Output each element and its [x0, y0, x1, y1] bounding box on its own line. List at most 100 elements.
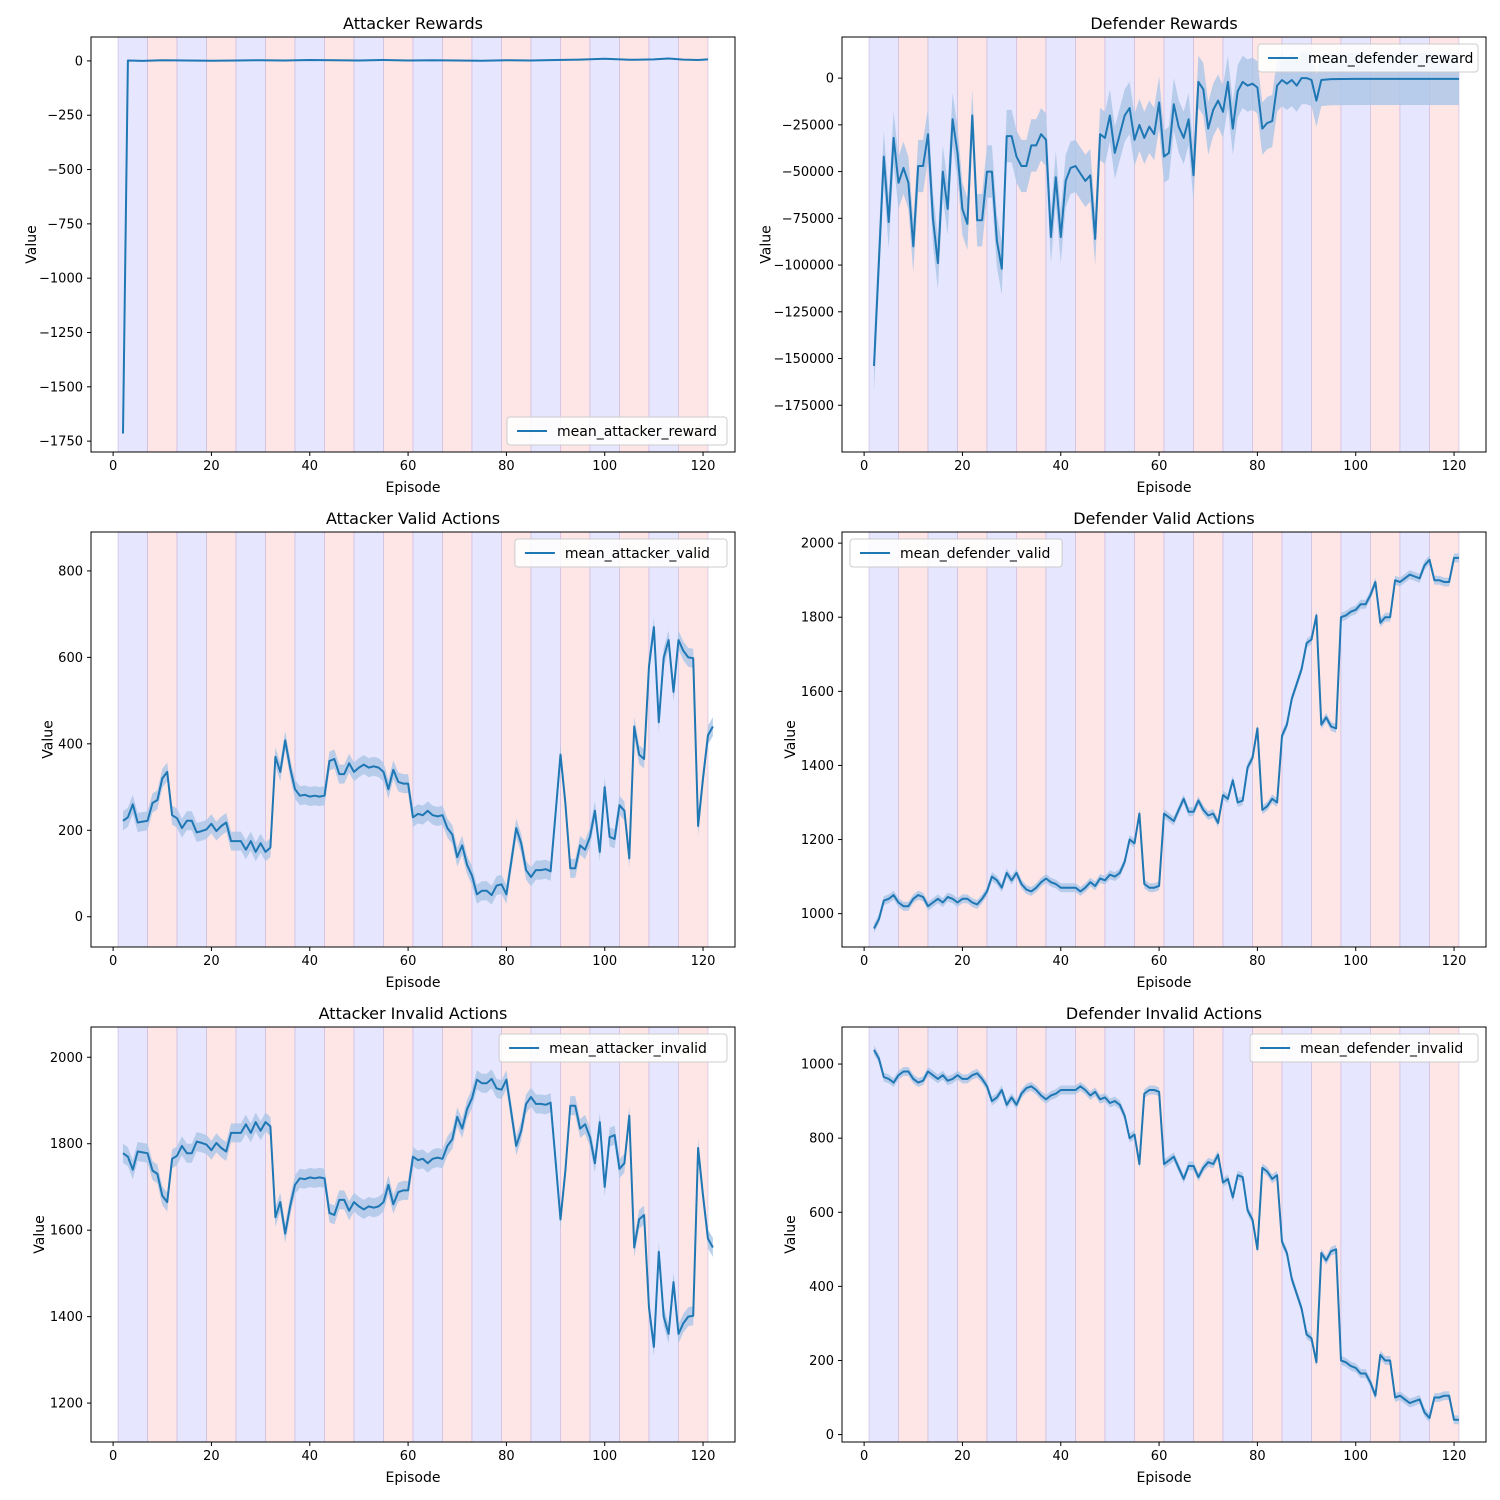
phase-band: [589, 1026, 620, 1443]
x-tick-label: 40: [301, 954, 318, 969]
y-tick-label: 400: [809, 1280, 834, 1295]
y-tick-label: −1500: [39, 380, 83, 395]
x-tick-label: 60: [1151, 954, 1168, 969]
phase-band: [1252, 531, 1283, 948]
phase-band: [294, 1026, 325, 1443]
y-tick-label: 200: [58, 824, 83, 839]
y-tick-label: −100000: [773, 259, 834, 274]
phase-band: [530, 1026, 561, 1443]
phase-band: [957, 1026, 988, 1443]
phase-band: [1311, 531, 1342, 948]
phase-band: [619, 36, 650, 453]
y-tick-label: 1800: [801, 611, 834, 626]
legend-box: [498, 1033, 728, 1063]
y-tick-label: 1600: [50, 1224, 83, 1239]
y-axis-label: Value: [783, 1215, 799, 1253]
phase-band: [147, 1026, 178, 1443]
y-tick-label: −750: [47, 217, 83, 232]
phase-band: [147, 531, 178, 948]
phase-band: [927, 531, 958, 948]
chart-title: Defender Invalid Actions: [1066, 1004, 1262, 1023]
axes-frame: [90, 531, 736, 948]
phase-band: [147, 36, 178, 453]
series-line: [873, 556, 1459, 929]
y-tick-label: 600: [809, 1206, 834, 1221]
phase-band: [589, 531, 620, 948]
x-axis-label: Episode: [1137, 975, 1192, 991]
y-tick-label: −250: [47, 109, 83, 124]
phase-band: [898, 531, 929, 948]
phase-band: [176, 36, 207, 453]
axes-frame: [841, 36, 1487, 453]
y-axis-label: Value: [24, 225, 40, 263]
phase-band: [265, 36, 296, 453]
series-line: [122, 57, 709, 434]
subplot-attacker_valid: 0 20 40 60 80 100 120 0 200 400 600 800 Attacker Val…: [40, 509, 736, 991]
x-tick-label: 20: [954, 1449, 971, 1464]
legend-label: mean_attacker_valid: [565, 546, 710, 562]
phase-band: [206, 36, 237, 453]
chart-title: Attacker Valid Actions: [326, 509, 500, 528]
phase-bands: [117, 531, 709, 948]
axes-frame: [90, 36, 736, 453]
y-tick-label: 1800: [50, 1137, 83, 1152]
x-tick-label: 120: [691, 459, 716, 474]
phase-band: [176, 531, 207, 948]
y-tick-label: 1400: [50, 1310, 83, 1325]
phase-band: [412, 36, 443, 453]
phase-band: [1193, 1026, 1224, 1443]
x-tick-label: 20: [954, 954, 971, 969]
y-tick-label: 800: [809, 1132, 834, 1147]
chart-title: Defender Rewards: [1090, 14, 1237, 33]
subplot-defender_rewards: 0 20 40 60 80 100 120 0 −25000 −50000 −75000 −10000…: [759, 14, 1487, 496]
phase-band: [412, 531, 443, 948]
phase-band: [324, 36, 355, 453]
legend-box: [849, 538, 1063, 568]
y-axis-label: Value: [759, 225, 775, 263]
phase-band: [648, 1026, 679, 1443]
x-tick-label: 40: [1052, 1449, 1069, 1464]
x-tick-label: 120: [1442, 1449, 1467, 1464]
phase-band: [1104, 1026, 1135, 1443]
phase-band: [678, 531, 709, 948]
phase-band: [501, 36, 532, 453]
y-tick-label: 1400: [801, 759, 834, 774]
phase-band: [353, 36, 384, 453]
legend: mean_attacker_valid: [514, 538, 728, 568]
phase-band: [383, 1026, 414, 1443]
phase-band: [442, 531, 473, 948]
x-tick-label: 40: [1052, 954, 1069, 969]
x-tick-label: 20: [954, 459, 971, 474]
phase-band: [235, 1026, 266, 1443]
y-tick-label: 200: [809, 1354, 834, 1369]
phase-band: [324, 531, 355, 948]
phase-band: [868, 36, 899, 453]
y-tick-label: 1000: [801, 907, 834, 922]
phase-band: [412, 1026, 443, 1443]
phase-band: [648, 36, 679, 453]
y-tick-label: 2000: [50, 1051, 83, 1066]
phase-band: [530, 36, 561, 453]
phase-band: [1340, 1026, 1371, 1443]
phase-band: [868, 1026, 899, 1443]
phase-band: [560, 531, 591, 948]
x-tick-label: 0: [860, 459, 868, 474]
phase-band: [265, 1026, 296, 1443]
y-tick-label: 600: [58, 651, 83, 666]
x-tick-label: 100: [1343, 459, 1368, 474]
phase-band: [1399, 1026, 1430, 1443]
x-tick-label: 40: [1052, 459, 1069, 474]
x-tick-label: 20: [203, 954, 220, 969]
phase-band: [1311, 1026, 1342, 1443]
x-tick-label: 0: [860, 954, 868, 969]
y-tick-label: −1250: [39, 326, 83, 341]
y-tick-label: −125000: [773, 305, 834, 320]
y-tick-label: 0: [75, 54, 83, 69]
phase-band: [117, 531, 148, 948]
y-tick-label: 800: [58, 564, 83, 579]
legend-label: mean_defender_invalid: [1300, 1041, 1463, 1057]
subplot-attacker_invalid: 0 20 40 60 80 100 120 1200 1400 1600 1800 2000 Attac…: [32, 1004, 736, 1486]
x-tick-label: 100: [1343, 1449, 1368, 1464]
legend: mean_attacker_reward: [506, 416, 728, 446]
